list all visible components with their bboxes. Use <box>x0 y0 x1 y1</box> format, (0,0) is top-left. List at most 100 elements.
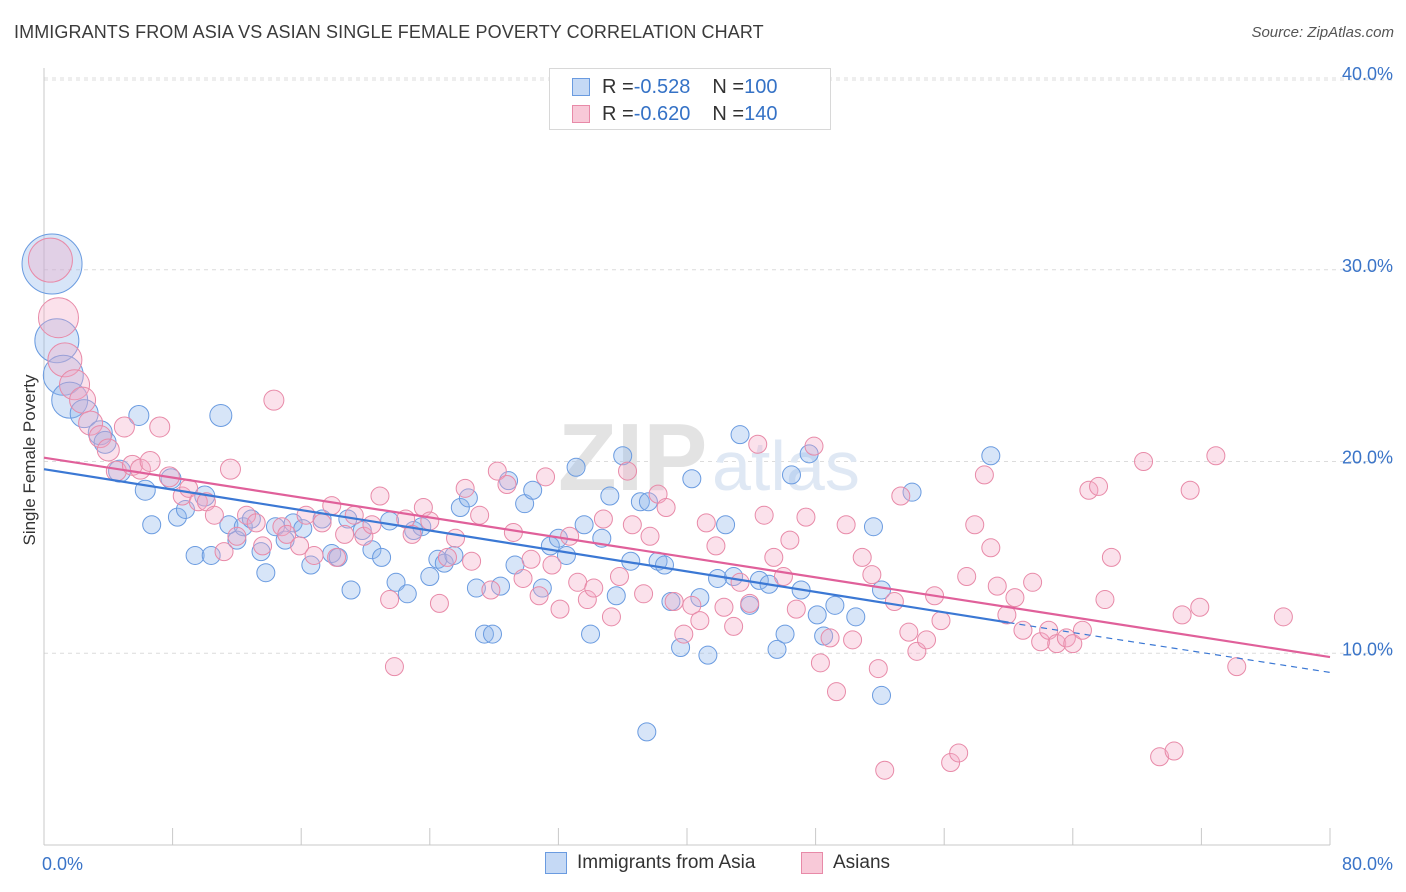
data-point <box>386 572 406 592</box>
y-tick-label: 10.0% <box>1342 639 1393 659</box>
data-point <box>487 461 507 481</box>
bottom-legend-asians: Asians <box>801 852 890 874</box>
data-point <box>767 639 787 659</box>
bottom-legend-label: Immigrants from Asia <box>577 852 756 873</box>
legend-n-value: 140 <box>744 102 778 125</box>
data-point <box>532 578 552 598</box>
data-point <box>690 611 710 631</box>
data-point <box>1031 632 1051 652</box>
data-point <box>941 753 961 773</box>
data-point <box>1005 588 1025 608</box>
data-point <box>1013 620 1033 640</box>
bottom-legend-label: Asians <box>833 852 891 873</box>
data-point <box>981 446 1001 466</box>
data-point <box>1101 547 1121 567</box>
legend-r-label: R = <box>602 102 634 125</box>
data-point <box>204 505 224 525</box>
legend-row-asians: R = -0.620 N = 140 <box>572 101 777 127</box>
data-point <box>875 760 895 780</box>
data-point <box>491 576 511 596</box>
data-point <box>581 624 601 644</box>
watermark-zip: ZIP <box>558 404 707 511</box>
data-point <box>219 515 239 535</box>
data-point <box>1180 480 1200 500</box>
data-point <box>613 446 633 466</box>
y-tick-label: 30.0% <box>1342 256 1393 276</box>
data-point <box>446 528 466 548</box>
data-point <box>1023 572 1043 592</box>
y-tick-label: 40.0% <box>1342 64 1393 84</box>
data-point <box>1227 657 1247 677</box>
data-point <box>304 545 324 565</box>
data-point <box>804 436 824 456</box>
data-point <box>167 507 187 527</box>
data-point <box>481 580 501 600</box>
data-point <box>1206 446 1226 466</box>
data-point <box>474 624 494 644</box>
data-point <box>521 549 541 569</box>
data-point <box>902 482 922 502</box>
data-point <box>664 591 684 611</box>
data-point <box>420 567 440 587</box>
data-point <box>201 545 221 565</box>
data-point <box>142 515 162 535</box>
data-point <box>754 505 774 525</box>
data-point <box>981 538 1001 558</box>
data-point <box>253 536 273 556</box>
data-point <box>826 682 846 702</box>
data-point <box>891 486 911 506</box>
data-point <box>34 318 80 364</box>
data-point <box>1164 741 1184 761</box>
data-point <box>868 659 888 679</box>
data-point <box>550 599 570 619</box>
data-point <box>730 425 750 445</box>
data-point <box>846 607 866 627</box>
data-point <box>354 526 374 546</box>
series-immigrants-from-asia <box>21 233 1001 742</box>
data-point <box>78 410 104 436</box>
data-point <box>781 465 801 485</box>
bottom-legend-swatch-blue <box>545 852 567 874</box>
legend-n-label: N = <box>712 75 745 98</box>
data-point <box>931 611 951 631</box>
data-point <box>69 386 97 414</box>
data-point <box>185 545 205 565</box>
data-point <box>59 369 91 401</box>
chart-title: IMMIGRANTS FROM ASIA VS ASIAN SINGLE FEM… <box>14 22 764 42</box>
data-point <box>462 551 482 571</box>
data-point <box>263 389 285 411</box>
data-point <box>341 580 361 600</box>
data-point <box>622 515 642 535</box>
legend-row-immigrants: R = -0.528 N = 100 <box>572 74 777 100</box>
data-point <box>566 457 586 477</box>
data-point <box>444 545 464 565</box>
data-point <box>716 515 736 535</box>
series-asians <box>27 237 1293 780</box>
data-point <box>96 438 120 462</box>
data-point <box>706 536 726 556</box>
data-point <box>1190 597 1210 617</box>
data-point <box>780 530 800 550</box>
y-tick-label: 20.0% <box>1342 448 1393 468</box>
data-point <box>1134 452 1154 471</box>
x-tick-label: 0.0% <box>42 854 83 874</box>
data-point <box>47 342 83 378</box>
data-point <box>322 496 342 516</box>
data-point <box>872 685 892 705</box>
data-point <box>139 451 161 472</box>
data-point <box>810 653 830 673</box>
data-point <box>884 591 904 611</box>
data-point <box>372 547 392 567</box>
data-point <box>397 584 417 604</box>
data-point <box>429 593 449 613</box>
data-point <box>593 509 613 529</box>
data-point <box>214 542 234 562</box>
data-point <box>656 498 676 518</box>
trend-lines <box>43 456 1331 674</box>
data-point <box>574 515 594 535</box>
bottom-legend-swatch-pink <box>801 852 823 874</box>
data-point <box>974 465 994 485</box>
data-point <box>237 505 257 525</box>
data-point <box>113 416 135 438</box>
data-point <box>277 524 297 544</box>
